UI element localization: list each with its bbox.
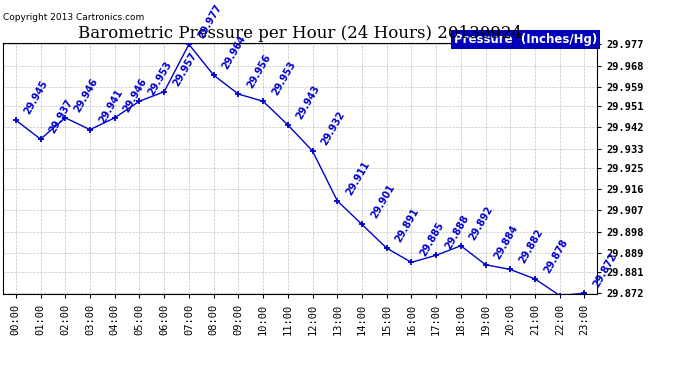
- Text: 29.945: 29.945: [23, 78, 50, 116]
- Text: 29.891: 29.891: [393, 206, 421, 244]
- Text: 29.911: 29.911: [344, 159, 372, 196]
- Text: 29.977: 29.977: [196, 3, 224, 40]
- Text: 29.956: 29.956: [245, 53, 273, 90]
- Text: 29.953: 29.953: [146, 60, 174, 97]
- Text: 29.946: 29.946: [72, 76, 99, 114]
- Text: 29.937: 29.937: [48, 98, 75, 135]
- Title: Barometric Pressure per Hour (24 Hours) 20130924: Barometric Pressure per Hour (24 Hours) …: [78, 25, 522, 42]
- Text: 29.882: 29.882: [518, 228, 545, 266]
- Text: 29.872: 29.872: [591, 252, 619, 289]
- Text: 29.932: 29.932: [319, 110, 347, 147]
- Text: 29.878: 29.878: [542, 237, 569, 275]
- Text: Copyright 2013 Cartronics.com: Copyright 2013 Cartronics.com: [3, 13, 145, 22]
- Text: Pressure  (Inches/Hg): Pressure (Inches/Hg): [453, 33, 597, 46]
- Text: 29.884: 29.884: [493, 223, 520, 261]
- Text: 29.957: 29.957: [171, 50, 199, 87]
- Text: 29.941: 29.941: [97, 88, 124, 126]
- Text: 29.871: 29.871: [0, 374, 1, 375]
- Text: 29.946: 29.946: [121, 76, 149, 114]
- Text: 29.953: 29.953: [270, 60, 297, 97]
- Text: 29.885: 29.885: [418, 220, 446, 258]
- Text: 29.901: 29.901: [369, 183, 396, 220]
- Text: 29.892: 29.892: [468, 204, 495, 242]
- Text: 29.964: 29.964: [221, 33, 248, 71]
- Text: 29.888: 29.888: [443, 213, 471, 251]
- Text: 29.943: 29.943: [295, 83, 322, 121]
